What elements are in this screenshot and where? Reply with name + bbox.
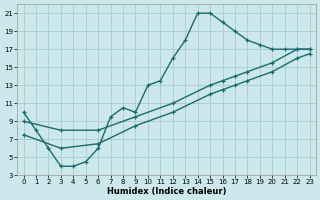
X-axis label: Humidex (Indice chaleur): Humidex (Indice chaleur): [107, 187, 226, 196]
